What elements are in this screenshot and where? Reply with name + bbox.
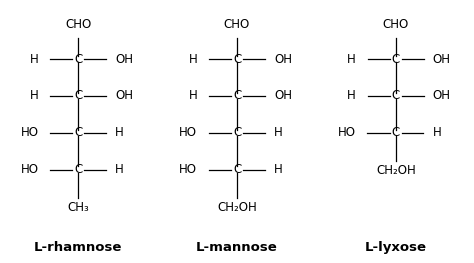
Text: H: H: [347, 53, 356, 66]
Text: H: H: [274, 163, 283, 176]
Text: H: H: [347, 89, 356, 103]
Text: C: C: [392, 53, 400, 66]
Text: C: C: [392, 89, 400, 103]
Text: HO: HO: [338, 126, 356, 139]
Text: HO: HO: [179, 163, 197, 176]
Text: C: C: [233, 163, 241, 176]
Text: H: H: [115, 126, 124, 139]
Text: OH: OH: [115, 89, 133, 103]
Text: C: C: [392, 126, 400, 139]
Text: HO: HO: [20, 163, 38, 176]
Text: OH: OH: [115, 53, 133, 66]
Text: H: H: [115, 163, 124, 176]
Text: C: C: [233, 126, 241, 139]
Text: L-lyxose: L-lyxose: [365, 241, 427, 254]
Text: CHO: CHO: [224, 18, 250, 32]
Text: H: H: [189, 53, 197, 66]
Text: C: C: [233, 89, 241, 103]
Text: H: H: [30, 89, 38, 103]
Text: H: H: [189, 89, 197, 103]
Text: OH: OH: [433, 53, 451, 66]
Text: L-rhamnose: L-rhamnose: [34, 241, 122, 254]
Text: CH₂OH: CH₂OH: [376, 164, 416, 178]
Text: OH: OH: [274, 53, 292, 66]
Text: OH: OH: [274, 89, 292, 103]
Text: C: C: [74, 53, 82, 66]
Text: C: C: [74, 89, 82, 103]
Text: CH₂OH: CH₂OH: [217, 201, 257, 214]
Text: HO: HO: [20, 126, 38, 139]
Text: H: H: [274, 126, 283, 139]
Text: HO: HO: [179, 126, 197, 139]
Text: H: H: [433, 126, 441, 139]
Text: CHO: CHO: [383, 18, 409, 32]
Text: CHO: CHO: [65, 18, 91, 32]
Text: C: C: [233, 53, 241, 66]
Text: CH₃: CH₃: [67, 201, 89, 214]
Text: OH: OH: [433, 89, 451, 103]
Text: H: H: [30, 53, 38, 66]
Text: C: C: [74, 163, 82, 176]
Text: C: C: [74, 126, 82, 139]
Text: L-mannose: L-mannose: [196, 241, 278, 254]
